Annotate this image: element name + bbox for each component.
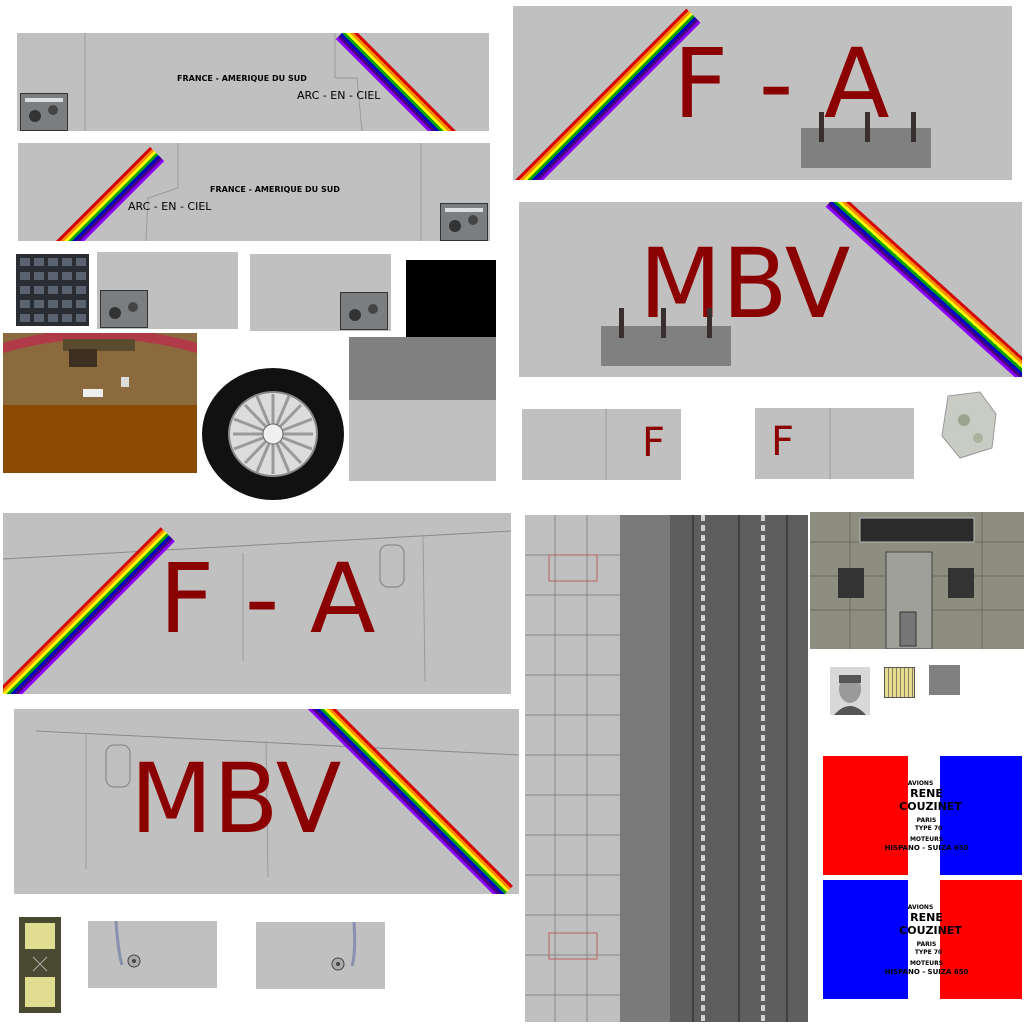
cockpit-interior-texture [3,333,197,473]
small-fuselage-panel-1 [97,252,238,329]
badge-line-7: HISPANO - SUIZA 650 [884,844,969,852]
badge-line-2: RENE [910,787,943,800]
wing-panel-f-a-lower: F - A [3,513,511,694]
grey-swatch [929,665,960,695]
badge-line-3: COUZINET [899,924,962,937]
window-photo [100,290,148,328]
fuselage-strip-left-1: FRANCE - AMERIQUE DU SUD ARC - EN - CIEL [17,33,489,131]
antenna-mast [819,112,824,142]
tail-letter: F [642,420,666,466]
badge-line-5: TYPE 70 [914,825,943,832]
badge-line-4: PARIS [916,817,937,824]
badge-line-6: MOTEURS [909,960,944,967]
antenna-mast [865,112,870,142]
panel-lines [145,143,422,241]
antenna-mast [707,308,712,338]
gear-door-panel-left [88,921,217,988]
badge-line-5: TYPE 70 [914,949,943,956]
badge-line-1: AVIONS [907,904,934,911]
window-photo [440,203,488,241]
window-photo [340,292,388,330]
badge-line-6: MOTEURS [909,836,944,843]
panel-lines [3,530,511,682]
badge-line-1: AVIONS [907,780,934,787]
pilot-portrait [830,667,870,715]
fuselage-strip-left-2: FRANCE - AMERIQUE DU SUD ARC - EN - CIEL [18,143,490,241]
badge-line-7: HISPANO - SUIZA 650 [884,968,969,976]
cockpit-sticker-texture [19,917,61,1013]
tail-panel-right: F [755,408,914,479]
wing-panel-mbv-lower: MBV [14,709,519,894]
dark-grey-swatch [349,337,496,400]
rainbow-stripe [825,202,1022,377]
small-fuselage-panel-2 [250,254,391,331]
tail-panel-left: F [522,409,681,480]
antenna-mast [619,308,624,338]
aircraft-name-text: ARC - EN - CIEL [128,200,212,213]
door-panel-texture [810,512,1024,650]
gear-door-panel-right [256,922,385,989]
registration-prefix: F - A [673,28,890,140]
aircraft-name-text: ARC - EN - CIEL [297,89,381,102]
manufacturer-badge-lower: AVIONS RENE COUZINET PARIS TYPE 70 MOTEU… [823,880,1022,999]
antenna-mast [911,112,916,142]
badge-line-4: PARIS [916,941,937,948]
wing-panel-f-a-upper: F - A [513,6,1012,180]
manufacturer-badge-upper: AVIONS RENE COUZINET PARIS TYPE 70 MOTEU… [823,756,1022,875]
wheel-texture [201,367,345,501]
registration-prefix: F - A [159,543,376,655]
panel-lines [35,730,519,878]
antenna-mast [661,308,666,338]
yellow-grid-swatch [884,667,915,698]
registration-suffix: MBV [639,228,851,340]
black-swatch [406,260,496,337]
instrument-panel-texture [16,254,89,326]
badge-line-3: COUZINET [899,800,962,813]
wing-panel-mbv-upper: MBV [519,202,1022,377]
stone-texture [940,390,998,460]
window-photo [20,93,68,131]
route-text: FRANCE - AMERIQUE DU SUD [210,185,340,194]
panel-lines [84,33,363,131]
metal-plating-texture [525,515,808,1022]
registration-suffix: MBV [130,743,342,855]
light-grey-swatch [349,400,496,481]
route-text: FRANCE - AMERIQUE DU SUD [177,74,307,83]
tail-letter: F [771,419,795,465]
badge-line-2: RENE [910,911,943,924]
